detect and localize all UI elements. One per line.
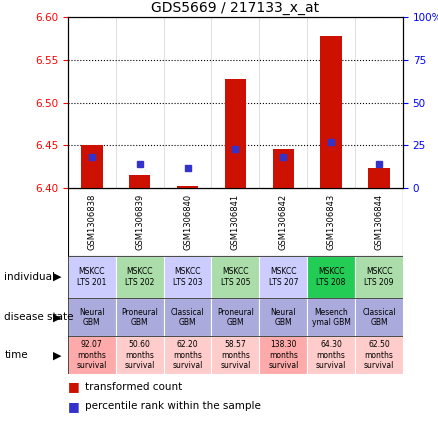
Text: Neural
GBM: Neural GBM: [271, 308, 296, 327]
Text: Mesench
ymal GBM: Mesench ymal GBM: [312, 308, 350, 327]
Text: 64.30
months
survival: 64.30 months survival: [316, 341, 346, 370]
Text: 50.60
months
survival: 50.60 months survival: [124, 341, 155, 370]
Bar: [307, 336, 355, 374]
Bar: [177, 186, 198, 188]
Text: 138.30
months
survival: 138.30 months survival: [268, 341, 298, 370]
Bar: [164, 336, 212, 374]
Text: MSKCC
LTS 208: MSKCC LTS 208: [317, 267, 346, 287]
Text: MSKCC
LTS 205: MSKCC LTS 205: [221, 267, 250, 287]
Text: Proneural
GBM: Proneural GBM: [121, 308, 158, 327]
Bar: [116, 298, 164, 336]
Bar: [116, 256, 164, 298]
Bar: [212, 256, 259, 298]
Bar: [116, 336, 164, 374]
Text: GSM1306838: GSM1306838: [87, 194, 96, 250]
Bar: [259, 298, 307, 336]
Bar: [164, 298, 212, 336]
Bar: [272, 149, 294, 188]
Bar: [355, 298, 403, 336]
Text: ■: ■: [68, 381, 84, 393]
Bar: [355, 256, 403, 298]
Text: Classical
GBM: Classical GBM: [171, 308, 205, 327]
Bar: [320, 36, 342, 188]
Text: GSM1306839: GSM1306839: [135, 194, 144, 250]
Text: 58.57
months
survival: 58.57 months survival: [220, 341, 251, 370]
Text: MSKCC
LTS 209: MSKCC LTS 209: [364, 267, 394, 287]
Text: time: time: [4, 350, 28, 360]
Bar: [225, 80, 246, 188]
Bar: [164, 256, 212, 298]
Bar: [259, 336, 307, 374]
Bar: [368, 168, 390, 188]
Bar: [259, 256, 307, 298]
Bar: [307, 256, 355, 298]
Text: MSKCC
LTS 207: MSKCC LTS 207: [268, 267, 298, 287]
Text: MSKCC
LTS 202: MSKCC LTS 202: [125, 267, 154, 287]
Text: Classical
GBM: Classical GBM: [362, 308, 396, 327]
Bar: [68, 256, 116, 298]
Bar: [307, 298, 355, 336]
Text: Proneural
GBM: Proneural GBM: [217, 308, 254, 327]
Text: ■: ■: [68, 400, 84, 412]
Title: GDS5669 / 217133_x_at: GDS5669 / 217133_x_at: [152, 0, 319, 14]
Bar: [81, 145, 102, 188]
Text: transformed count: transformed count: [85, 382, 183, 392]
Text: GSM1306841: GSM1306841: [231, 194, 240, 250]
Text: MSKCC
LTS 203: MSKCC LTS 203: [173, 267, 202, 287]
Text: ▶: ▶: [53, 312, 61, 322]
Bar: [212, 298, 259, 336]
Text: percentile rank within the sample: percentile rank within the sample: [85, 401, 261, 411]
Text: MSKCC
LTS 201: MSKCC LTS 201: [77, 267, 106, 287]
Bar: [129, 176, 151, 188]
Text: ▶: ▶: [53, 350, 61, 360]
Text: ▶: ▶: [53, 272, 61, 282]
Bar: [68, 336, 116, 374]
Text: GSM1306844: GSM1306844: [374, 194, 384, 250]
Text: GSM1306842: GSM1306842: [279, 194, 288, 250]
Text: individual: individual: [4, 272, 55, 282]
Text: 62.20
months
survival: 62.20 months survival: [173, 341, 203, 370]
Bar: [212, 336, 259, 374]
Text: GSM1306840: GSM1306840: [183, 194, 192, 250]
Text: Neural
GBM: Neural GBM: [79, 308, 105, 327]
Text: GSM1306843: GSM1306843: [327, 194, 336, 250]
Bar: [68, 298, 116, 336]
Bar: [355, 336, 403, 374]
Text: 62.50
months
survival: 62.50 months survival: [364, 341, 394, 370]
Text: disease state: disease state: [4, 312, 74, 322]
Text: 92.07
months
survival: 92.07 months survival: [77, 341, 107, 370]
